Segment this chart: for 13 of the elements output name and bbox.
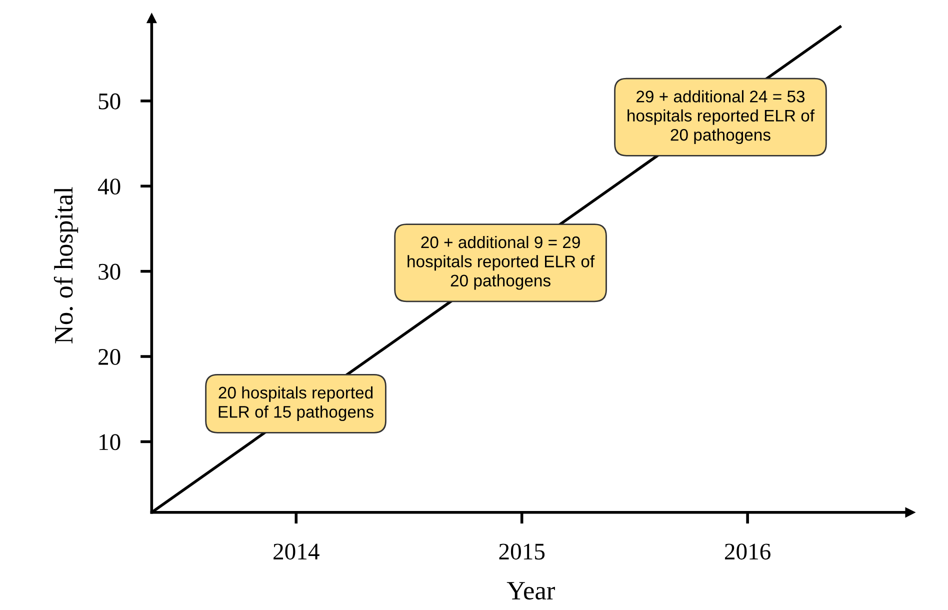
annotation: 29 + additional 24 = 53 hospitals reported ELR of 20 pathogens	[628, 90, 815, 144]
y-tick-label: 20	[98, 348, 120, 365]
x-tick-label: 2014	[274, 544, 320, 560]
y-axis-title: No. of hospital	[54, 187, 78, 344]
annotation: 20 hospitals reported ELR of 15 pathogens	[218, 386, 374, 422]
y-tick-label: 10	[100, 434, 120, 450]
y-tick-label: 40	[98, 178, 120, 195]
annotation: 20 + additional 9 = 29 hospitals reported ELR of 20 pathogens	[408, 236, 595, 290]
y-tick-label: 30	[98, 264, 120, 280]
x-tick-label: 2016	[724, 544, 770, 560]
x-tick-label: 2015	[499, 544, 545, 560]
y-tick-label: 50	[98, 93, 120, 110]
x-axis-title: Year	[506, 582, 555, 600]
